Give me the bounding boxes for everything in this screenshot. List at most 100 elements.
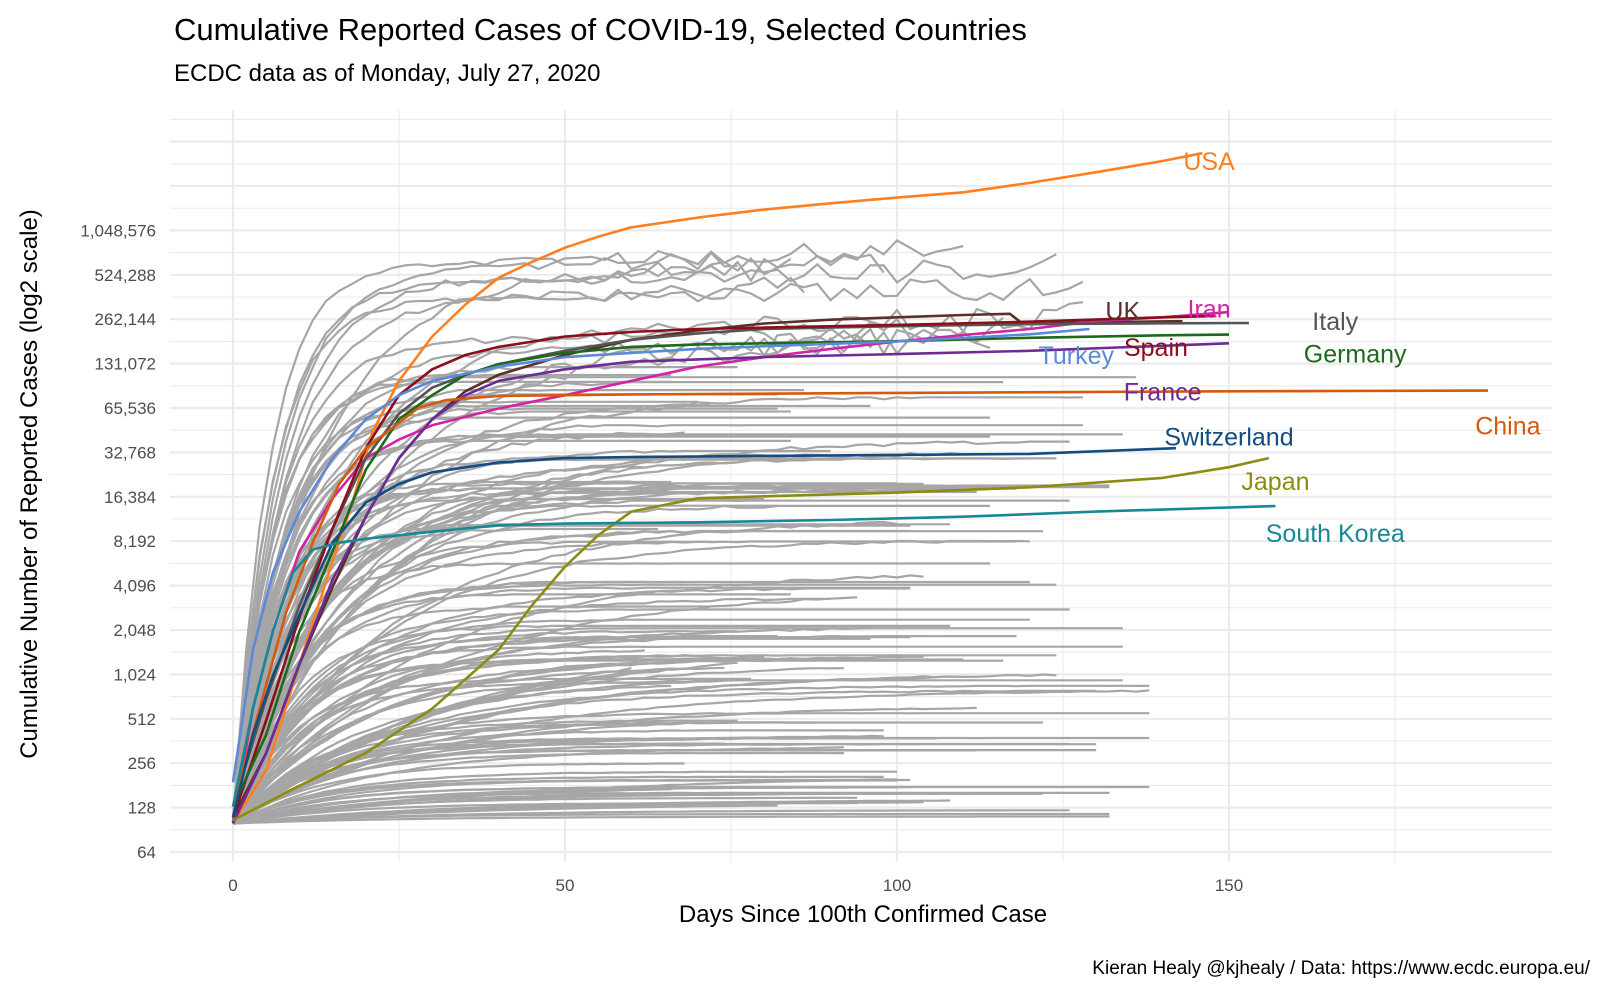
background-country-line bbox=[232, 677, 751, 824]
series-label-usa: USA bbox=[1183, 148, 1235, 176]
series-label-italy: Italy bbox=[1312, 308, 1358, 336]
background-country-line bbox=[231, 480, 672, 822]
series-label-iran: Iran bbox=[1188, 295, 1231, 323]
background-country-line bbox=[232, 667, 672, 825]
background-country-line bbox=[231, 540, 1017, 822]
y-tick-label: 64 bbox=[137, 843, 156, 862]
background-country-line bbox=[231, 376, 1136, 822]
series-line-china bbox=[231, 389, 1489, 807]
x-axis-ticks: 0 50 100 150 bbox=[228, 876, 1243, 895]
y-tick-label: 262,144 bbox=[95, 310, 156, 329]
background-country-line bbox=[231, 630, 738, 823]
background-country-line bbox=[231, 439, 791, 824]
series-label-china: China bbox=[1475, 412, 1540, 440]
background-country-line bbox=[231, 410, 791, 821]
x-axis-title: Days Since 100th Confirmed Case bbox=[679, 901, 1047, 928]
background-series bbox=[231, 239, 1150, 825]
background-country-line bbox=[232, 626, 871, 824]
background-country-line bbox=[232, 743, 1097, 824]
y-tick-label: 128 bbox=[128, 799, 156, 818]
y-axis-title: Cumulative Number of Reported Cases (log… bbox=[16, 209, 43, 759]
y-tick-label: 16,384 bbox=[104, 488, 156, 507]
series-label-japan: Japan bbox=[1241, 468, 1309, 496]
series-line-switzerland bbox=[231, 446, 1176, 818]
background-country-line bbox=[232, 770, 897, 825]
background-country-line bbox=[232, 719, 738, 824]
background-country-line bbox=[232, 655, 924, 824]
background-country-line bbox=[231, 400, 698, 824]
background-country-line bbox=[232, 637, 871, 824]
series-label-switzerland: Switzerland bbox=[1164, 424, 1293, 452]
background-country-line bbox=[231, 465, 645, 823]
background-country-line bbox=[232, 597, 831, 823]
chart-title: Cumulative Reported Cases of COVID-19, S… bbox=[174, 12, 1027, 47]
background-country-line bbox=[231, 645, 1123, 824]
y-tick-label: 65,536 bbox=[104, 399, 156, 418]
series-label-south-korea: South Korea bbox=[1266, 520, 1405, 548]
y-tick-label: 32,768 bbox=[104, 443, 156, 462]
background-country-line bbox=[232, 775, 884, 825]
y-tick-label: 4,096 bbox=[113, 577, 156, 596]
background-country-line bbox=[231, 618, 1030, 823]
series-label-turkey: Turkey bbox=[1039, 342, 1115, 370]
series-line-uk bbox=[231, 312, 1183, 818]
chart-subtitle: ECDC data as of Monday, July 27, 2020 bbox=[174, 60, 601, 87]
background-country-line bbox=[232, 587, 911, 823]
background-country-line bbox=[231, 487, 645, 821]
background-country-line bbox=[232, 722, 685, 825]
background-country-line bbox=[231, 440, 1070, 823]
background-country-line bbox=[231, 396, 1083, 822]
highlighted-series bbox=[231, 151, 1489, 825]
background-country-line bbox=[232, 655, 765, 824]
background-country-line bbox=[231, 499, 1070, 824]
series-label-uk: UK bbox=[1105, 298, 1140, 326]
y-tick-label: 256 bbox=[128, 754, 156, 773]
background-country-line bbox=[232, 712, 1150, 824]
x-tick-label: 150 bbox=[1215, 876, 1243, 895]
background-country-line bbox=[231, 586, 911, 823]
background-country-line bbox=[232, 815, 1110, 825]
background-country-line bbox=[231, 457, 1057, 821]
series-label-spain: Spain bbox=[1124, 334, 1188, 362]
background-country-line bbox=[232, 791, 1110, 825]
y-tick-label: 8,192 bbox=[113, 532, 156, 551]
background-country-line bbox=[231, 562, 990, 823]
background-country-line bbox=[232, 654, 1057, 824]
background-country-line bbox=[232, 786, 791, 825]
background-country-line bbox=[231, 277, 1084, 824]
y-tick-label: 131,072 bbox=[95, 355, 156, 374]
background-country-line bbox=[232, 649, 645, 824]
y-tick-label: 1,048,576 bbox=[80, 221, 156, 240]
background-country-line bbox=[232, 801, 924, 825]
background-country-line bbox=[232, 812, 1110, 825]
chart-caption: Kieran Healy @kjhealy / Data: https://ww… bbox=[1092, 958, 1590, 979]
background-country-line bbox=[232, 684, 1150, 824]
x-tick-label: 0 bbox=[228, 876, 237, 895]
background-country-line bbox=[231, 276, 805, 821]
background-country-line bbox=[232, 762, 685, 825]
background-country-line bbox=[231, 659, 1004, 824]
series-line-south-korea bbox=[231, 504, 1276, 807]
background-country-line bbox=[232, 729, 884, 824]
series-line-spain bbox=[231, 314, 1216, 818]
y-tick-label: 512 bbox=[128, 710, 156, 729]
background-country-line bbox=[232, 788, 672, 825]
background-country-line bbox=[232, 793, 778, 825]
series-labels: USA UK Iran Italy Spain Germany Turkey France Ch… bbox=[1039, 148, 1541, 548]
x-tick-label: 50 bbox=[556, 876, 575, 895]
background-country-line bbox=[232, 666, 725, 825]
series-line-turkey bbox=[231, 327, 1090, 783]
background-country-line bbox=[231, 253, 1057, 824]
background-country-line bbox=[232, 689, 1150, 824]
background-country-line bbox=[232, 779, 897, 825]
background-country-line bbox=[232, 749, 977, 825]
series-line-france bbox=[231, 342, 1230, 824]
background-country-line bbox=[231, 433, 1123, 824]
y-tick-label: 1,024 bbox=[113, 665, 156, 684]
background-country-line bbox=[232, 596, 858, 823]
background-country-line bbox=[231, 251, 738, 819]
background-country-line bbox=[231, 416, 990, 824]
y-tick-label: 524,288 bbox=[95, 266, 156, 285]
background-country-line bbox=[231, 504, 990, 822]
